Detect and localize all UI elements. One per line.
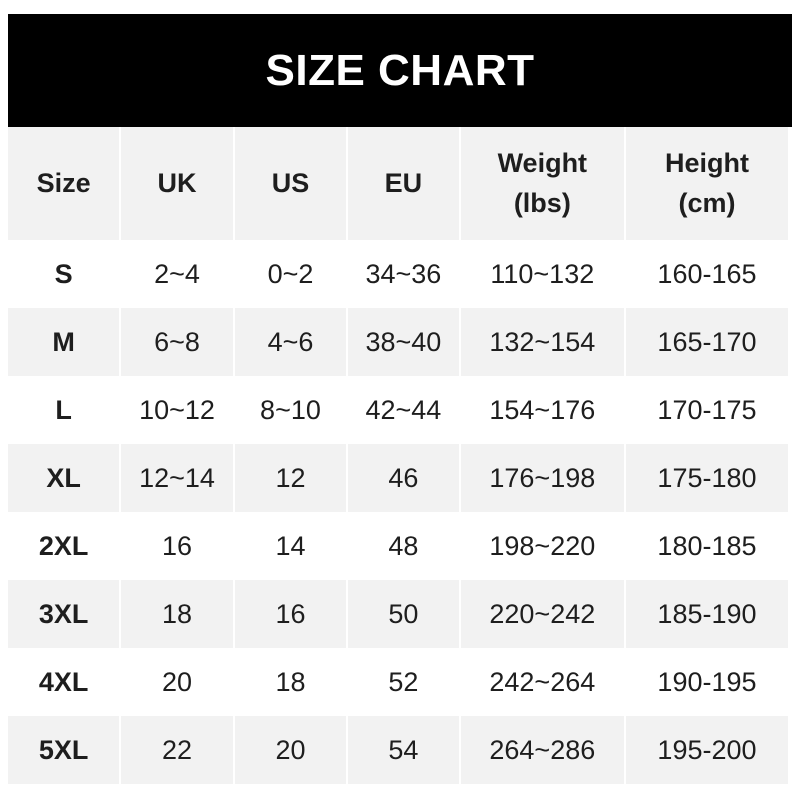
table-row: S 2~4 0~2 34~36 110~132 160-165 — [8, 240, 788, 308]
table-cell: 185-190 — [625, 580, 788, 648]
table-cell: 198~220 — [489, 530, 596, 561]
table-cell: 22 — [121, 716, 233, 784]
column-header: UK — [121, 127, 233, 240]
table-cell: 264~286 — [460, 716, 624, 784]
table-cell: 175-180 — [625, 444, 788, 512]
table-cell: 132~154 — [460, 308, 624, 376]
table-cell: 18 — [275, 666, 306, 697]
table-cell: 10~12 — [139, 394, 215, 425]
size-label: 4XL — [38, 666, 89, 697]
table-cell: 242~264 — [489, 666, 596, 697]
size-label: S — [54, 258, 73, 289]
table-cell: 50 — [348, 580, 459, 648]
column-header: Weight (lbs) — [460, 127, 624, 240]
table-row: L 10~12 8~10 42~44 154~176 170-175 — [8, 376, 788, 444]
size-chart-table: Size UK US EU Weight (lbs) Height (cm) S 2~4 0~… — [6, 127, 790, 784]
table-cell: 8~10 — [260, 394, 321, 425]
table-cell: 220~242 — [460, 580, 624, 648]
table-row: 2XL 16 14 48 198~220 180-185 — [8, 512, 788, 580]
table-cell: 52 — [388, 666, 419, 697]
table-cell: 154~176 — [489, 394, 596, 425]
table-row: XL 12~14 12 46 176~198 175-180 — [8, 444, 788, 512]
table-cell: 20 — [162, 666, 193, 697]
table-cell: 160-165 — [657, 258, 757, 289]
size-label: M — [8, 308, 120, 376]
table-row: 5XL 22 20 54 264~286 195-200 — [8, 716, 788, 784]
table-cell: 20 — [234, 716, 347, 784]
table-cell: 190-195 — [657, 666, 757, 697]
header-row: Size UK US EU Weight (lbs) Height (cm) — [8, 127, 788, 240]
table-cell: 54 — [348, 716, 459, 784]
table-cell: 180-185 — [657, 530, 757, 561]
table-cell: 46 — [348, 444, 459, 512]
size-label: L — [55, 394, 72, 425]
table-cell: 14 — [275, 530, 306, 561]
table-row: M 6~8 4~6 38~40 132~154 165-170 — [8, 308, 788, 376]
table-row: 3XL 18 16 50 220~242 185-190 — [8, 580, 788, 648]
table-cell: 16 — [234, 580, 347, 648]
table-cell: 165-170 — [625, 308, 788, 376]
size-label: 3XL — [8, 580, 120, 648]
table-cell: 6~8 — [121, 308, 233, 376]
table-cell: 176~198 — [460, 444, 624, 512]
table-cell: 16 — [162, 530, 193, 561]
column-header: US — [234, 127, 347, 240]
size-label: 5XL — [8, 716, 120, 784]
table-cell: 195-200 — [625, 716, 788, 784]
table-row: 4XL 20 18 52 242~264 190-195 — [8, 648, 788, 716]
table-cell: 0~2 — [267, 258, 314, 289]
size-label: XL — [8, 444, 120, 512]
table-cell: 110~132 — [490, 258, 595, 289]
table-cell: 18 — [121, 580, 233, 648]
column-header: Height (cm) — [625, 127, 788, 240]
table-cell: 48 — [388, 530, 419, 561]
column-header: Size — [8, 127, 120, 240]
table-cell: 2~4 — [154, 258, 200, 289]
table-cell: 170-175 — [657, 394, 757, 425]
table-cell: 34~36 — [365, 258, 442, 289]
table-cell: 12 — [234, 444, 347, 512]
table-cell: 12~14 — [121, 444, 233, 512]
table-cell: 42~44 — [365, 394, 442, 425]
table-cell: 38~40 — [348, 308, 459, 376]
column-header: EU — [348, 127, 459, 240]
table-cell: 4~6 — [234, 308, 347, 376]
page-title: SIZE CHART — [8, 14, 792, 127]
size-label: 2XL — [38, 530, 89, 561]
